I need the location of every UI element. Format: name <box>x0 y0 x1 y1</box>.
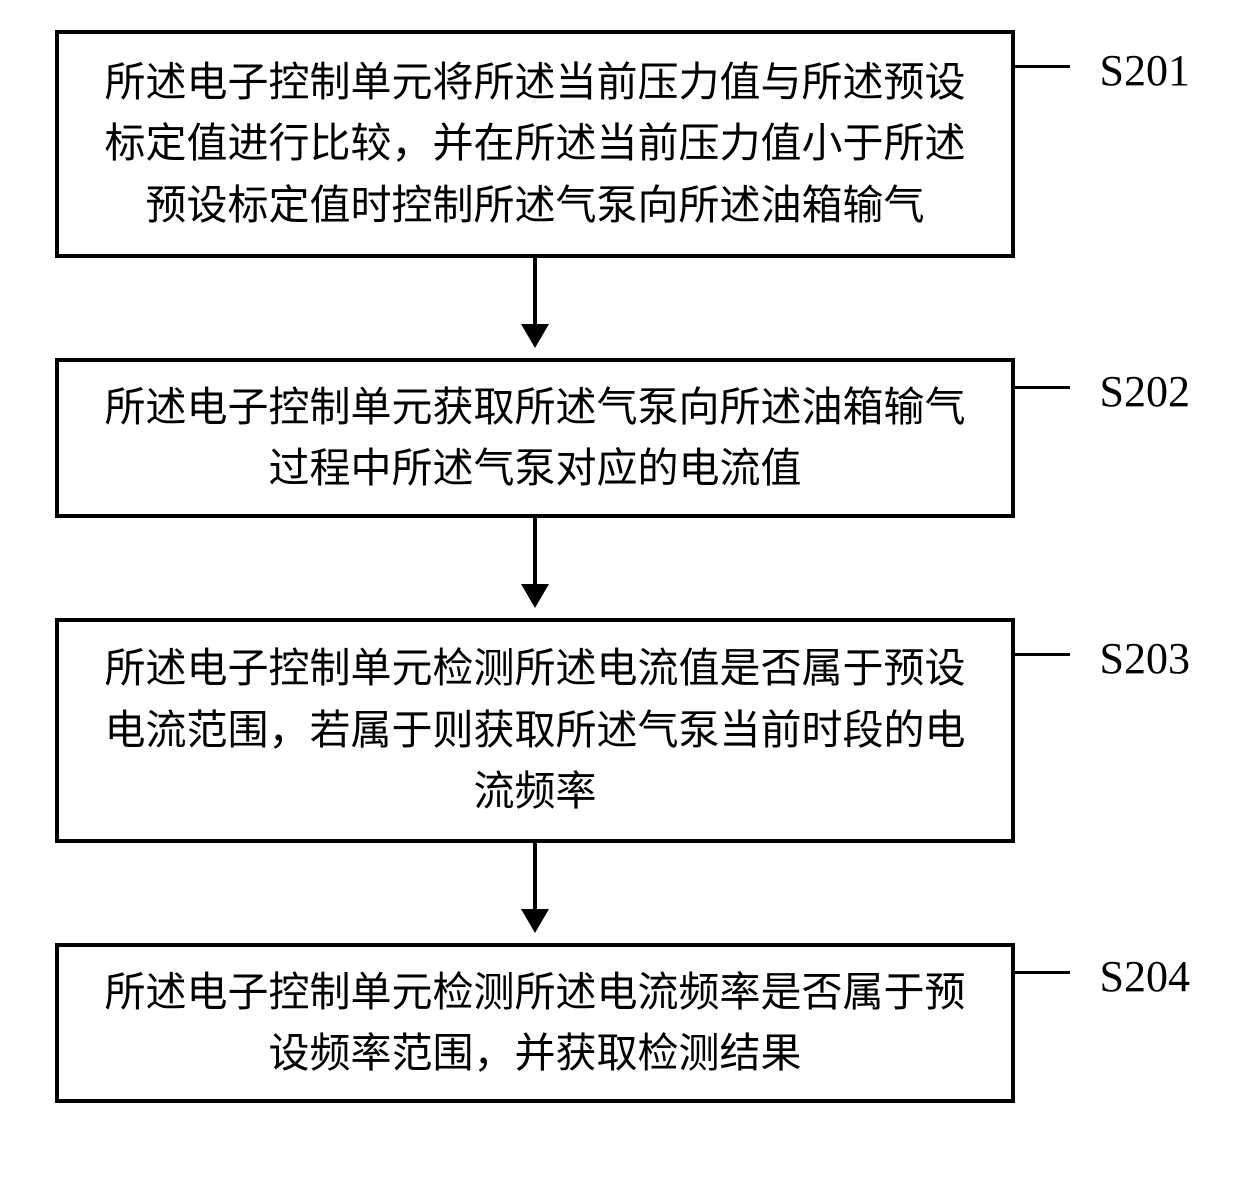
arrow-head-3 <box>521 909 549 933</box>
arrow-head-2 <box>521 584 549 608</box>
connector-line-s201 <box>1015 65 1070 68</box>
step-container-3: 所述电子控制单元检测所述电流值是否属于预设电流范围，若属于则获取所述气泵当前时段… <box>55 618 1185 843</box>
arrow-2 <box>55 518 1015 618</box>
arrow-1 <box>55 258 1015 358</box>
step-container-4: 所述电子控制单元检测所述电流频率是否属于预设频率范围，并获取检测结果 S204 <box>55 943 1185 1103</box>
step-text-s202: 所述电子控制单元获取所述气泵向所述油箱输气过程中所述气泵对应的电流值 <box>87 377 983 500</box>
step-text-s201: 所述电子控制单元将所述当前压力值与所述预设标定值进行比较，并在所述当前压力值小于… <box>87 52 983 237</box>
step-label-s203: S203 <box>1100 633 1190 684</box>
step-container-2: 所述电子控制单元获取所述气泵向所述油箱输气过程中所述气泵对应的电流值 S202 <box>55 358 1185 518</box>
step-box-s204: 所述电子控制单元检测所述电流频率是否属于预设频率范围，并获取检测结果 <box>55 943 1015 1103</box>
flowchart-container: 所述电子控制单元将所述当前压力值与所述预设标定值进行比较，并在所述当前压力值小于… <box>55 30 1185 1103</box>
step-box-s202: 所述电子控制单元获取所述气泵向所述油箱输气过程中所述气泵对应的电流值 <box>55 358 1015 518</box>
step-text-s203: 所述电子控制单元检测所述电流值是否属于预设电流范围，若属于则获取所述气泵当前时段… <box>87 638 983 823</box>
step-text-s204: 所述电子控制单元检测所述电流频率是否属于预设频率范围，并获取检测结果 <box>87 962 983 1085</box>
step-label-s204: S204 <box>1100 951 1190 1002</box>
step-label-s201: S201 <box>1100 45 1190 96</box>
connector-line-s202 <box>1015 386 1070 389</box>
arrow-head-1 <box>521 324 549 348</box>
arrow-3 <box>55 843 1015 943</box>
connector-line-s203 <box>1015 653 1070 656</box>
step-box-s201: 所述电子控制单元将所述当前压力值与所述预设标定值进行比较，并在所述当前压力值小于… <box>55 30 1015 258</box>
step-container-1: 所述电子控制单元将所述当前压力值与所述预设标定值进行比较，并在所述当前压力值小于… <box>55 30 1185 258</box>
step-box-s203: 所述电子控制单元检测所述电流值是否属于预设电流范围，若属于则获取所述气泵当前时段… <box>55 618 1015 843</box>
step-label-s202: S202 <box>1100 366 1190 417</box>
connector-line-s204 <box>1015 971 1070 974</box>
